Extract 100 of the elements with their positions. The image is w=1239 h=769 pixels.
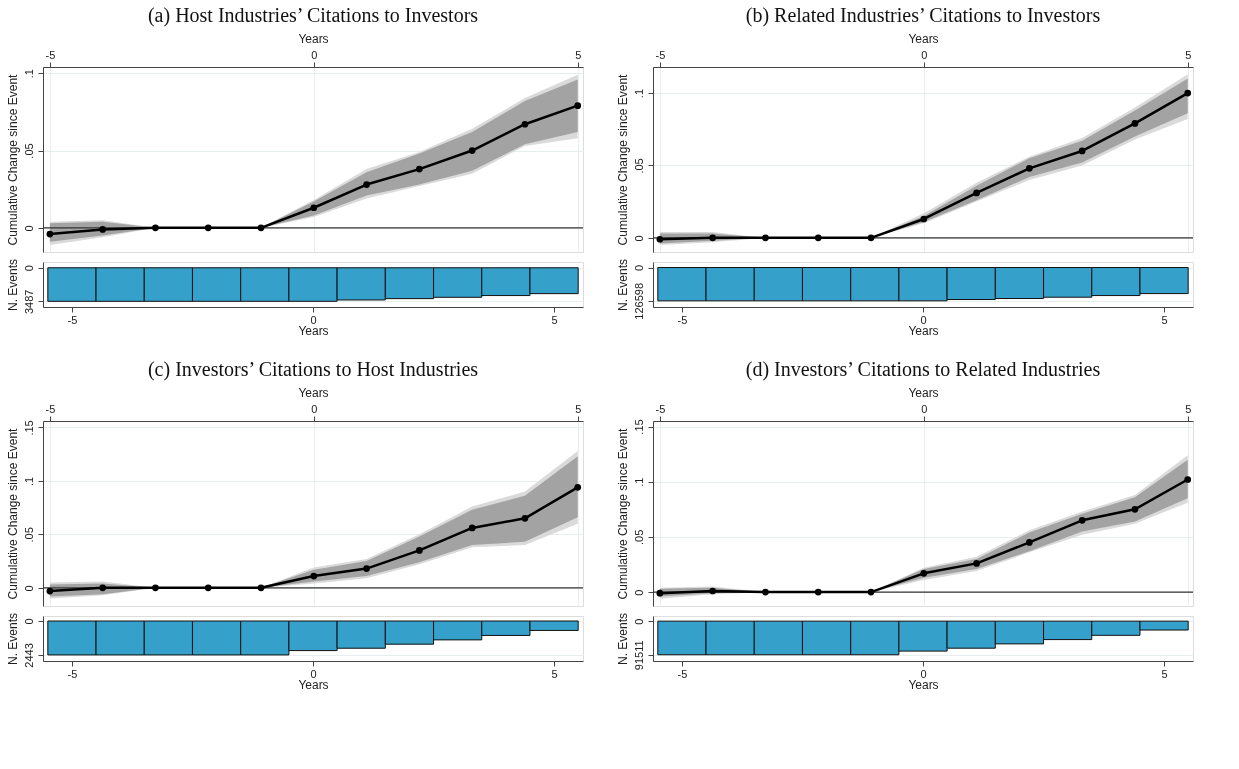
chart-title: (d) Investors’ Citations to Related Industries [745,358,1101,381]
y-tick-label: 0 [22,265,35,272]
point [204,584,212,592]
point [152,224,159,232]
x-tick-label: 0 [310,313,317,326]
y-tick-label: 3487 [22,289,35,315]
x-tick-label: 0 [310,667,317,680]
x-axis-title: Years [298,385,329,400]
chart-title: (a) Host Industries’ Citations to Investors [147,4,479,27]
point [310,204,318,212]
y-tick-label: .15 [632,419,645,435]
x-axis-title: Years [908,385,939,400]
point [99,584,106,592]
chart-title: (b) Related Industries’ Citations to Investors [745,4,1101,27]
point [574,483,582,491]
point [867,234,875,242]
y-tick-label: .15 [22,420,35,436]
y-tick-label: 2443 [22,643,35,668]
y-tick-label: .05 [632,529,645,546]
point [468,524,476,532]
point [1184,476,1192,483]
y-axis-title: Cumulative Change since Event [5,427,20,600]
point [416,547,423,554]
x-tick-label: -5 [67,667,78,680]
point [762,588,769,596]
x-axis-title: Years [908,323,939,338]
point [521,120,529,128]
x-tick-label: 0 [921,48,928,61]
x-tick-label: -5 [655,48,666,61]
y-axis-title: N. Events [5,612,20,666]
point [363,565,370,572]
y-tick-label: .05 [22,527,35,543]
x-tick-label: -5 [655,402,666,415]
y-tick-label: 126598 [632,282,645,320]
y-tick-label: 0 [632,235,645,242]
y-tick-label: 0 [22,585,35,592]
x-tick-label: 0 [921,402,928,415]
x-axis-title: Years [298,323,329,338]
point [204,224,212,232]
y-tick-label: 0 [632,618,645,625]
point [152,584,159,592]
x-axis-title: Years [908,677,939,692]
x-tick-label: -5 [677,313,688,326]
x-tick-label: 0 [311,402,318,415]
x-tick-label: 0 [920,313,927,326]
y-tick-label: .05 [22,143,35,159]
point [416,165,423,173]
point [814,588,822,596]
y-tick-label: 0 [22,225,35,232]
y-tick-label: .1 [632,88,645,99]
point [814,234,822,242]
x-tick-label: 5 [1185,48,1192,61]
y-tick-label: 91511 [632,640,645,671]
x-tick-label: 5 [1161,313,1168,326]
point [920,215,928,223]
point [973,189,980,197]
point [709,234,716,242]
x-tick-label: -5 [677,667,688,680]
chart-title: (c) Investors’ Citations to Host Industries [147,358,479,381]
x-tick-label: 0 [920,667,927,680]
x-tick-label: 5 [551,313,558,326]
x-tick-label: 5 [1185,402,1192,415]
point [521,514,529,522]
point [1131,505,1139,513]
point [1131,120,1139,127]
x-tick-label: 5 [575,402,582,415]
y-axis-title: Cumulative Change since Event [615,427,630,600]
point [468,147,476,154]
x-tick-label: 5 [1161,667,1168,680]
x-tick-label: -5 [67,313,78,326]
point [762,234,769,242]
point [46,230,54,238]
point [363,181,370,188]
x-tick-label: -5 [45,48,56,61]
y-tick-label: .05 [632,158,645,174]
x-axis-title: Years [908,31,939,46]
y-axis-title: Cumulative Change since Event [5,73,20,246]
point [257,584,265,592]
y-tick-label: .1 [22,69,35,79]
x-tick-label: -5 [45,402,56,415]
y-axis-title: N. Events [615,612,630,666]
y-tick-label: 0 [22,618,35,625]
y-axis-title: N. Events [615,258,630,312]
point [574,102,582,110]
x-tick-label: 0 [311,48,318,61]
point [920,569,928,577]
x-tick-label: 5 [575,48,582,61]
point [1078,147,1086,155]
y-axis-title: N. Events [5,258,20,312]
point [257,224,265,232]
point [1026,164,1033,172]
x-axis-title: Years [298,31,329,46]
point [310,572,318,580]
point [656,235,664,243]
point [1078,517,1086,524]
point [656,589,664,597]
point [867,588,875,596]
y-axis-title: Cumulative Change since Event [615,73,630,246]
y-tick-label: 0 [632,589,645,596]
y-tick-label: 0 [632,264,645,272]
